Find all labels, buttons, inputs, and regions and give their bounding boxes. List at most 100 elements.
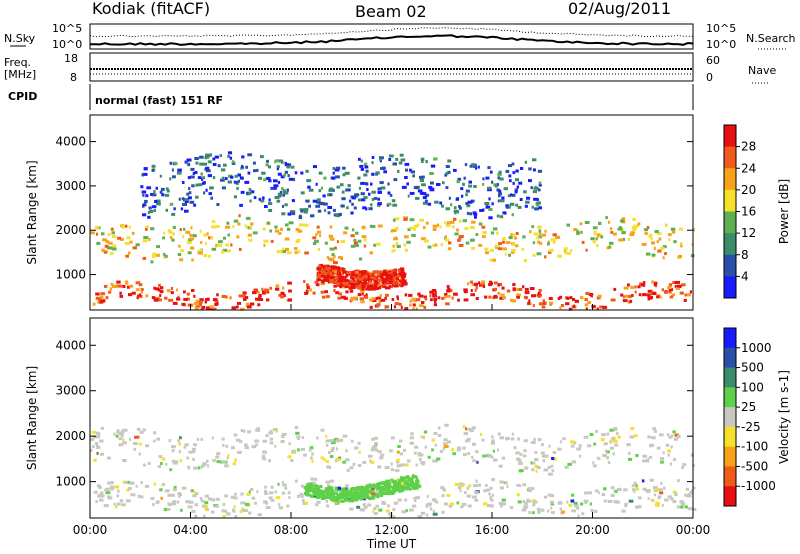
heatmap-cell — [131, 291, 136, 295]
heatmap-cell — [528, 487, 531, 490]
heatmap-cell — [318, 274, 323, 278]
heatmap-cell — [363, 287, 368, 291]
heatmap-cell — [373, 196, 378, 200]
y-tick-label: 3000 — [55, 384, 86, 398]
heatmap-cell — [366, 493, 371, 496]
heatmap-cell — [603, 499, 607, 503]
heatmap-cell — [351, 228, 355, 232]
heatmap-cell — [361, 284, 366, 288]
heatmap-cell — [204, 494, 209, 498]
heatmap-cell — [675, 287, 680, 290]
heatmap-cell — [528, 299, 531, 303]
heatmap-cell — [365, 287, 370, 291]
heatmap-cell — [390, 229, 394, 233]
heatmap-cell — [388, 154, 394, 158]
heatmap-cell — [305, 484, 310, 487]
heatmap-cell — [400, 485, 405, 489]
heatmap-cell — [325, 491, 330, 495]
heatmap-cell — [223, 509, 227, 513]
heatmap-cell — [315, 488, 320, 492]
heatmap-cell — [369, 224, 373, 228]
heatmap-cell — [406, 240, 411, 244]
heatmap-cell — [109, 287, 113, 291]
heatmap-cell — [337, 486, 341, 490]
heatmap-cell — [576, 229, 579, 233]
heatmap-cell — [392, 508, 396, 511]
heatmap-cell — [384, 466, 390, 469]
heatmap-cell — [122, 428, 128, 432]
heatmap-cell — [156, 199, 161, 203]
heatmap-cell — [335, 266, 340, 270]
heatmap-cell — [370, 285, 374, 288]
heatmap-cell — [318, 485, 322, 489]
heatmap-cell — [169, 236, 173, 239]
station-title: Kodiak (fitACF) — [92, 0, 210, 18]
heatmap-cell — [136, 427, 141, 431]
heatmap-cell — [474, 288, 477, 292]
heatmap-cell — [541, 454, 547, 458]
heatmap-cell — [446, 294, 451, 298]
heatmap-cell — [559, 306, 562, 310]
heatmap-cell — [291, 212, 296, 216]
heatmap-cell — [182, 202, 187, 206]
heatmap-cell — [367, 277, 370, 281]
heatmap-cell — [659, 491, 664, 495]
heatmap-cell — [615, 500, 621, 504]
heatmap-cell — [351, 487, 355, 490]
heatmap-cell — [349, 199, 352, 203]
heatmap-cell — [487, 186, 492, 190]
heatmap-cell — [343, 282, 349, 286]
heatmap-cell — [583, 435, 589, 439]
heatmap-cell — [252, 161, 256, 165]
heatmap-cell — [609, 241, 614, 245]
heatmap-cell — [457, 238, 461, 242]
heatmap-cell — [193, 466, 198, 470]
heatmap-cell — [177, 253, 182, 256]
heatmap-cell — [537, 240, 540, 244]
heatmap-cell — [359, 289, 365, 293]
heatmap-cell — [443, 438, 448, 442]
heatmap-cell — [401, 279, 407, 283]
heatmap-cell — [91, 445, 95, 449]
heatmap-cell — [306, 487, 309, 491]
heatmap-cell — [355, 244, 359, 248]
heatmap-cell — [563, 249, 567, 253]
heatmap-cell — [451, 448, 455, 452]
heatmap-cell — [215, 225, 220, 228]
heatmap-cell — [555, 235, 561, 239]
heatmap-cell — [233, 219, 239, 223]
heatmap-cell — [465, 189, 470, 193]
heatmap-cell — [192, 234, 195, 238]
heatmap-cell — [370, 487, 375, 490]
heatmap-cell — [538, 183, 542, 187]
heatmap-cell — [101, 248, 105, 252]
heatmap-cell — [275, 287, 280, 291]
heatmap-cell — [584, 501, 587, 504]
heatmap-cell — [320, 428, 325, 432]
colorbar-tick-label: 28 — [741, 140, 756, 154]
heatmap-cell — [379, 493, 383, 497]
heatmap-cell — [415, 307, 418, 311]
heatmap-cell — [617, 227, 623, 231]
heatmap-cell — [637, 505, 642, 509]
heatmap-cell — [497, 199, 500, 203]
heatmap-cell — [222, 443, 225, 447]
heatmap-cell — [410, 170, 415, 174]
heatmap-cell — [183, 297, 188, 301]
heatmap-cell — [350, 497, 355, 500]
heatmap-cell — [424, 297, 428, 301]
heatmap-cell — [343, 487, 348, 491]
heatmap-cell — [268, 496, 273, 500]
heatmap-cell — [368, 483, 373, 487]
heatmap-cell — [320, 186, 323, 190]
heatmap-cell — [358, 157, 361, 161]
heatmap-cell — [195, 299, 201, 303]
heatmap-cell — [273, 186, 277, 190]
heatmap-cell — [511, 432, 514, 436]
heatmap-cell — [509, 202, 515, 206]
colorbar-segment — [724, 168, 736, 191]
heatmap-cell — [621, 217, 626, 221]
heatmap-cell — [488, 492, 491, 496]
heatmap-cell — [403, 282, 408, 286]
heatmap-cell — [262, 196, 265, 200]
